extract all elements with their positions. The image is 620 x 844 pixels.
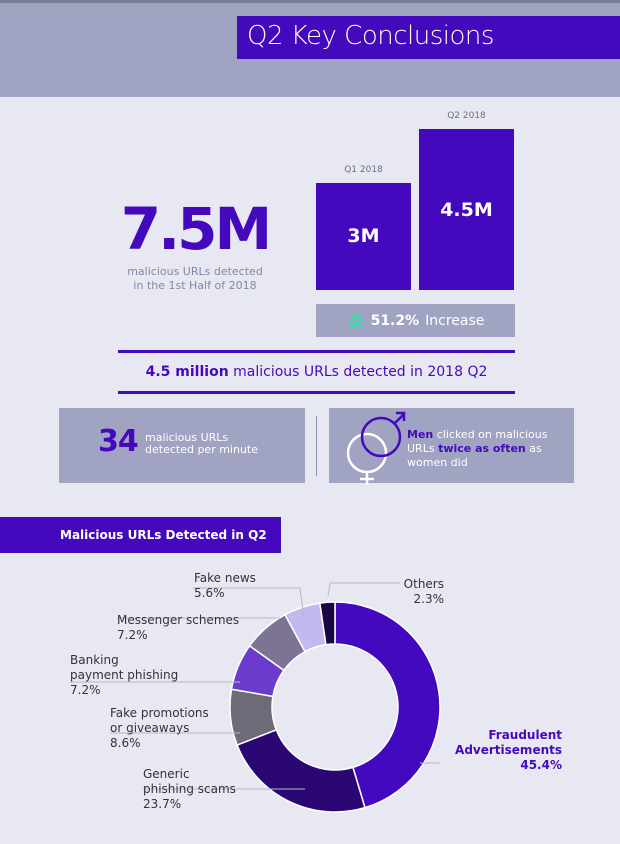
slice-name: phishing scams: [143, 782, 236, 796]
donut-slice: [236, 728, 366, 813]
twice-bold: twice as often: [438, 442, 526, 455]
caption-line: in the 1st Half of 2018: [133, 279, 257, 292]
slice-pct: 2.3%: [413, 592, 445, 606]
page-title: Q2 Key Conclusions: [237, 16, 620, 59]
divider-line: [118, 391, 515, 394]
q2-statement: 4.5 million malicious URLs detected in 2…: [118, 364, 515, 380]
slice-name: Others: [403, 577, 444, 591]
slice-pct: 5.6%: [194, 586, 225, 600]
vertical-divider: [316, 416, 317, 476]
label-others: Others 2.3%: [401, 577, 444, 607]
total-stat: 7.5M: [120, 195, 272, 263]
label-messenger: Messenger schemes 7.2%: [117, 613, 239, 643]
gender-text-2: as women did: [407, 442, 542, 469]
slice-name: payment phishing: [70, 668, 179, 682]
label-generic: Generic phishing scams 23.7%: [143, 767, 236, 812]
increase-badge: 51.2% Increase: [316, 304, 515, 337]
leader-line: [327, 582, 400, 597]
slice-name: Fake promotions: [110, 706, 209, 720]
slice-name: Banking: [70, 653, 119, 667]
section-title: Malicious URLs Detected in Q2: [0, 517, 281, 553]
donut-chart: [70, 582, 441, 813]
increase-label: Increase: [425, 312, 485, 329]
q2-bold: 4.5 million: [145, 364, 229, 380]
slice-name: Messenger schemes: [117, 613, 240, 627]
slice-pct: 7.2%: [70, 683, 101, 697]
men-bold: Men: [407, 428, 434, 441]
slice-name: Fake news: [194, 571, 256, 585]
per-minute-box: [59, 408, 305, 483]
slice-pct: 23.7%: [143, 797, 182, 811]
caption-line: malicious URLs detected: [127, 265, 263, 278]
slice-pct: 8.6%: [110, 736, 141, 750]
total-caption: malicious URLs detected in the 1st Half o…: [100, 265, 290, 293]
slice-name: or giveaways: [110, 721, 190, 735]
label-fraudulent: Fraudulent Advertisements 45.4%: [440, 728, 562, 773]
leader-line: [193, 587, 305, 619]
q2-text: malicious URLs detected in 2018 Q2: [233, 364, 488, 380]
slice-name: Advertisements: [455, 743, 562, 757]
bar-label: Q1 2018: [344, 164, 383, 175]
gender-text: Men clicked on malicious URLs twice as o…: [407, 428, 567, 470]
label-fake-news: Fake news 5.6%: [194, 571, 256, 601]
per-minute-number: 34: [98, 424, 139, 459]
bar: 3M: [316, 182, 411, 290]
slice-pct: 7.2%: [117, 628, 148, 642]
label-banking: Banking payment phishing 7.2%: [70, 653, 178, 698]
increase-value: 51.2%: [370, 312, 420, 329]
slice-name: Generic: [143, 767, 190, 781]
text-line: malicious URLs: [145, 431, 229, 444]
double-chevron-up-icon: [348, 312, 363, 329]
donut-slice: [334, 601, 441, 809]
bar: 4.5M: [419, 129, 514, 290]
text-line: detected per minute: [145, 443, 259, 456]
label-promotions: Fake promotions or giveaways 8.6%: [110, 706, 209, 751]
donut-slice: [319, 601, 336, 646]
slice-pct: 45.4%: [520, 758, 562, 772]
per-minute-text: malicious URLs detected per minute: [145, 432, 258, 456]
slice-name: Fraudulent: [488, 728, 562, 742]
divider-line: [118, 350, 515, 353]
gender-symbols-icon: [346, 411, 406, 485]
gender-text-1: clicked on malicious URLs: [407, 428, 548, 455]
bar-label: Q2 2018: [447, 111, 486, 121]
